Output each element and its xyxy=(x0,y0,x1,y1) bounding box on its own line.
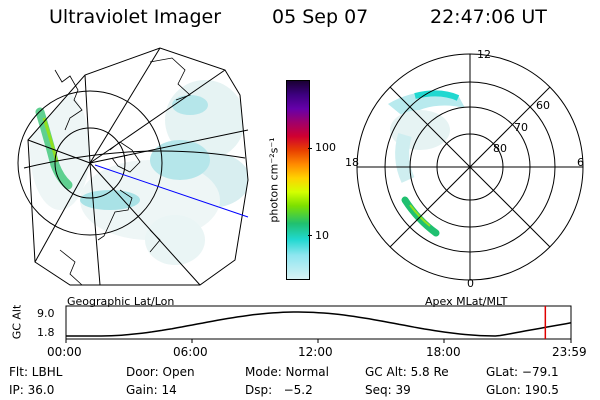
mlat-label-70: 70 xyxy=(514,121,528,134)
mlat-label-80: 80 xyxy=(493,142,507,155)
mlt-label-12: 12 xyxy=(477,48,491,61)
coastlines xyxy=(54,57,191,286)
time-label: 22:47:06 UT xyxy=(430,6,547,28)
status-gc-alt: GC Alt: 5.8 Re xyxy=(365,365,449,379)
mlat-label-60: 60 xyxy=(536,99,550,112)
time-tick-2359: 23:59 xyxy=(552,345,587,359)
colorbar-tick-100 xyxy=(308,148,312,149)
instrument-title: Ultraviolet Imager xyxy=(49,6,222,28)
altitude-tick-low: 1.8 xyxy=(37,326,55,339)
aurora-core-west xyxy=(42,117,59,163)
date-label: 05 Sep 07 xyxy=(272,6,369,28)
mlt-label-6: 6 xyxy=(577,156,584,169)
status-door: Door: Open xyxy=(126,365,195,379)
time-tick-0000: 00:00 xyxy=(47,345,82,359)
geographic-caption: Geographic Lat/Lon xyxy=(67,295,175,308)
satellite-track-line xyxy=(94,164,249,218)
altitude-x-ticks xyxy=(65,339,572,343)
altitude-tick-high: 9.0 xyxy=(37,307,55,320)
colorbar-tick-label-100: 100 xyxy=(315,141,336,154)
mlt-label-0: 0 xyxy=(467,277,474,290)
geographic-aurora-image xyxy=(30,80,248,265)
status-gain: Gain: 14 xyxy=(126,383,177,397)
time-tick-0600: 06:00 xyxy=(173,345,208,359)
altitude-curve xyxy=(66,311,572,337)
status-dsp: Dsp: −5.2 xyxy=(245,383,313,397)
status-ip: IP: 36.0 xyxy=(9,383,55,397)
status-mode: Mode: Normal xyxy=(245,365,329,379)
status-glon: GLon: 190.5 xyxy=(486,383,559,397)
altitude-plot-frame xyxy=(65,305,572,340)
colorbar-tick-label-10: 10 xyxy=(315,229,329,242)
polar-aurora-image xyxy=(388,90,465,183)
time-tick-1200: 12:00 xyxy=(298,345,333,359)
status-flt: Flt: LBHL xyxy=(9,365,63,379)
colorbar-tick-10 xyxy=(308,235,312,236)
time-tick-1800: 18:00 xyxy=(426,345,461,359)
color-bar xyxy=(286,80,310,280)
polar-grid xyxy=(356,53,584,281)
status-glat: GLat: −79.1 xyxy=(486,365,559,379)
mlt-label-18: 18 xyxy=(345,156,359,169)
status-seq: Seq: 39 xyxy=(365,383,411,397)
apex-caption: Apex MLat/MLT xyxy=(425,295,508,308)
